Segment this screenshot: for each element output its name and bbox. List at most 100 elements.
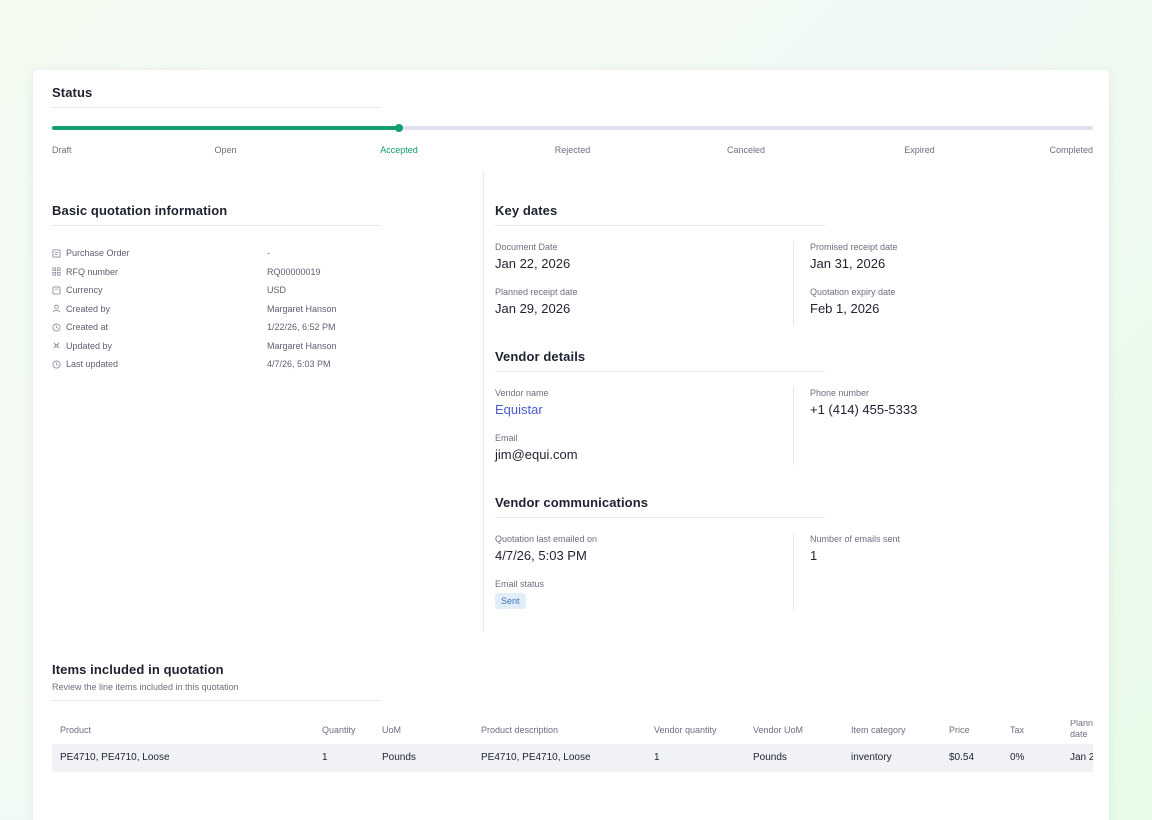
status-title: Status [52, 85, 93, 100]
status-progress-marker [394, 124, 403, 132]
user-edit-icon [52, 341, 61, 350]
info-label: Purchase Order [66, 248, 130, 259]
vendor-communications-section: Vendor communications Quotation last ema… [495, 495, 1095, 625]
divider [495, 225, 825, 226]
info-label-wrap: RFQ number [52, 267, 267, 277]
vendor-name-link[interactable]: Equistar [495, 402, 543, 417]
info-label: Updated by [66, 340, 113, 351]
planned-receipt-date-label: Planned receipt date [495, 287, 578, 297]
status-step-open: Open [214, 145, 237, 155]
field-divider [793, 241, 794, 325]
table-cell: Jan 29, 2026 [1070, 752, 1093, 763]
info-label: Currency [66, 285, 103, 296]
info-label-wrap: Purchase Order [52, 248, 267, 258]
phone-number-field: Phone number +1 (414) 455-5333 [810, 388, 917, 417]
key-dates-section: Key dates Document Date Jan 22, 2026 Pro… [495, 203, 1095, 333]
info-value: 1/22/26, 6:52 PM [267, 322, 336, 333]
table-cell: inventory [851, 752, 892, 763]
column-header-uom[interactable]: UoM [382, 725, 402, 735]
email-status-badge: Sent [495, 593, 526, 609]
info-label: RFQ number [66, 266, 119, 277]
receipt-icon [52, 249, 61, 258]
last-emailed-label: Quotation last emailed on [495, 534, 598, 544]
column-header-planned-date[interactable]: Planned date [1070, 720, 1093, 739]
column-header-vendor-uom[interactable]: Vendor UoM [753, 725, 804, 735]
planned-receipt-date-value: Jan 29, 2026 [495, 301, 571, 316]
info-value: Margaret Hanson [267, 340, 337, 351]
info-row-rfq-number: RFQ number RQ00000019 [52, 263, 372, 282]
email-status-field: Email status Sent [495, 579, 544, 609]
table-cell: 1 [654, 752, 660, 763]
vendor-name-field: Vendor name Equistar [495, 388, 549, 417]
basic-info-list: Purchase Order - RFQ number RQ00000019 Curre… [52, 244, 372, 374]
status-step-accepted: Accepted [380, 145, 418, 155]
vendor-email-label: Email [495, 433, 518, 443]
table-row[interactable]: PE4710, PE4710, Loose 1 Pounds PE4710, PE47… [52, 744, 1093, 772]
status-step-rejected: Rejected [554, 145, 591, 155]
status-progress-track [52, 124, 1093, 132]
info-label-wrap: Created by [52, 304, 267, 314]
clock-icon [52, 323, 61, 332]
vendor-name-label: Vendor name [495, 388, 549, 398]
clock-icon [52, 360, 61, 369]
items-title: Items included in quotation [52, 662, 224, 677]
divider [52, 700, 380, 701]
info-value: RQ00000019 [267, 266, 321, 277]
column-header-quantity[interactable]: Quantity [322, 725, 356, 735]
document-date-field: Document Date Jan 22, 2026 [495, 242, 570, 271]
table-cell: $0.54 [949, 752, 975, 763]
column-header-product-description[interactable]: Product description [481, 725, 559, 735]
column-header-item-category[interactable]: Item category [851, 725, 906, 735]
promised-receipt-date-value: Jan 31, 2026 [810, 256, 886, 271]
column-header-vendor-quantity[interactable]: Vendor quantity [654, 725, 717, 735]
key-dates-title: Key dates [495, 203, 558, 218]
info-value: - [267, 248, 270, 259]
info-label-wrap: Created at [52, 322, 267, 332]
email-status-label: Email status [495, 579, 545, 589]
info-value: Margaret Hanson [267, 303, 337, 314]
vendor-email-value: jim@equi.com [495, 447, 578, 462]
info-value: 4/7/26, 5:03 PM [267, 359, 331, 370]
currency-icon [52, 286, 61, 295]
vendor-communications-title: Vendor communications [495, 495, 649, 510]
field-divider [793, 387, 794, 465]
document-date-value: Jan 22, 2026 [495, 256, 571, 271]
column-header-product[interactable]: Product [60, 725, 92, 735]
info-value: USD [267, 285, 287, 296]
phone-number-value: +1 (414) 455-5333 [810, 402, 918, 417]
divider [52, 225, 380, 226]
table-cell: Pounds [753, 752, 787, 763]
info-label-wrap: Updated by [52, 341, 267, 351]
last-emailed-field: Quotation last emailed on 4/7/26, 5:03 P… [495, 534, 597, 563]
info-row-currency: Currency USD [52, 281, 372, 300]
info-row-updated-by: Updated by Margaret Hanson [52, 337, 372, 356]
info-row-purchase-order: Purchase Order - [52, 244, 372, 263]
quotation-card: Status Draft Open Accepted Rejected Canceled… [33, 70, 1109, 820]
status-step-canceled: Canceled [726, 145, 766, 155]
promised-receipt-date-field: Promised receipt date Jan 31, 2026 [810, 242, 898, 271]
document-date-label: Document Date [495, 242, 558, 252]
quotation-expiry-date-value: Feb 1, 2026 [810, 301, 880, 316]
items-subtitle: Review the line items included in this q… [52, 682, 239, 692]
vendor-details-title: Vendor details [495, 349, 586, 364]
status-progress-fill [52, 126, 399, 130]
planned-receipt-date-field: Planned receipt date Jan 29, 2026 [495, 287, 578, 316]
quotation-expiry-date-label: Quotation expiry date [810, 287, 896, 297]
emails-sent-field: Number of emails sent 1 [810, 534, 900, 563]
vendor-email-field: Email jim@equi.com [495, 433, 578, 462]
status-steps: Draft Open Accepted Rejected Canceled Expired… [52, 145, 1093, 159]
basic-info-title: Basic quotation information [52, 203, 228, 218]
table-header: Product Quantity UoM Product description Ven… [52, 720, 1093, 742]
phone-number-label: Phone number [810, 388, 870, 398]
table-cell: PE4710, PE4710, Loose [481, 752, 591, 763]
quotation-expiry-date-field: Quotation expiry date Feb 1, 2026 [810, 287, 896, 316]
info-row-last-updated: Last updated 4/7/26, 5:03 PM [52, 355, 372, 374]
column-header-tax[interactable]: Tax [1010, 725, 1025, 735]
emails-sent-label: Number of emails sent [810, 534, 901, 544]
info-label: Created at [66, 322, 109, 333]
status-step-completed: Completed [1049, 145, 1093, 155]
table-cell: 0% [1010, 752, 1025, 763]
table-cell: 1 [322, 752, 328, 763]
last-emailed-value: 4/7/26, 5:03 PM [495, 548, 587, 563]
column-header-price[interactable]: Price [949, 725, 970, 735]
